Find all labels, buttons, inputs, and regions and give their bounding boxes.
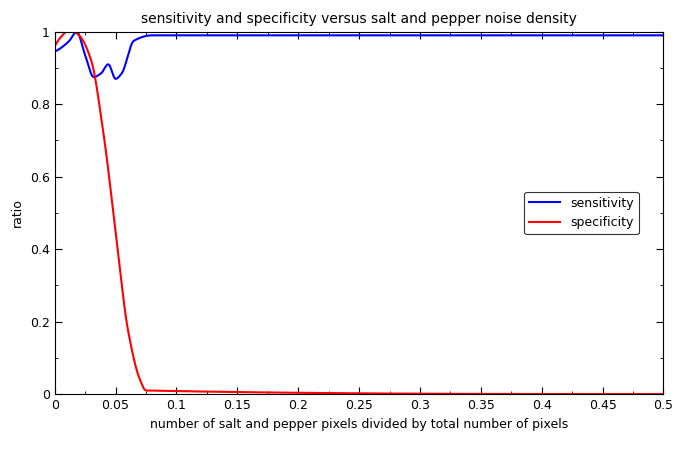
specificity [659,391,668,397]
X-axis label: number of salt and pepper pixels divided by total number of pixels: number of salt and pepper pixels divided… [150,418,568,430]
Y-axis label: ratio: ratio [12,198,25,227]
specificity [582,391,590,397]
Line: specificity: specificity [55,32,663,394]
sensitivity [311,33,319,38]
Legend: sensitivity, specificity: sensitivity, specificity [524,192,639,234]
sensitivity [659,33,668,38]
sensitivity [51,49,59,54]
specificity [648,391,656,397]
Line: sensitivity: sensitivity [55,32,663,79]
specificity [311,390,319,395]
Title: sensitivity and specificity versus salt and pepper noise density: sensitivity and specificity versus salt … [141,12,577,26]
specificity [51,43,59,49]
sensitivity [73,29,81,34]
sensitivity [648,33,656,38]
sensitivity [111,76,120,82]
specificity [157,388,165,394]
specificity [120,303,129,308]
sensitivity [582,33,590,38]
sensitivity [285,33,293,38]
specificity [63,29,71,34]
sensitivity [157,33,165,38]
sensitivity [120,64,129,70]
specificity [285,390,293,395]
